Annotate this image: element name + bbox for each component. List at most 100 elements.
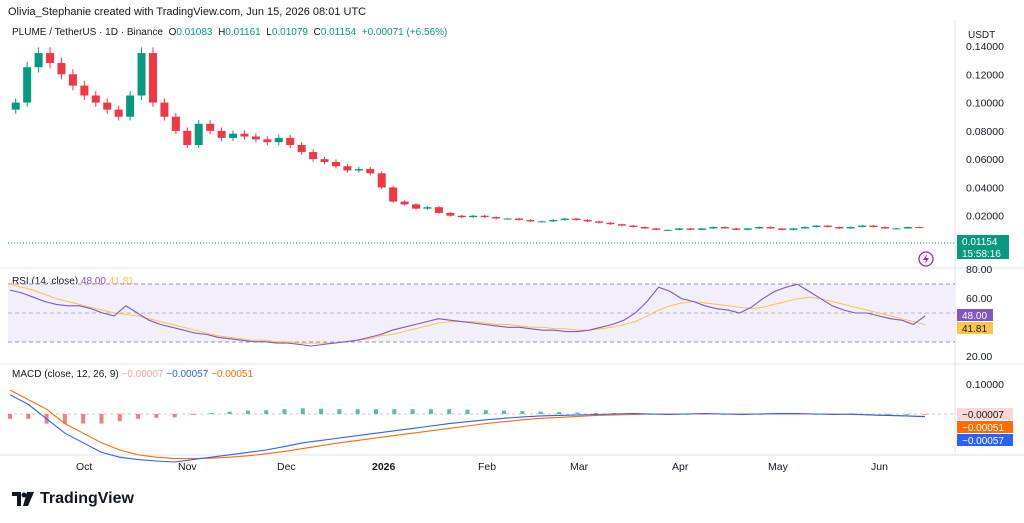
macd-histogram-bar	[8, 414, 12, 419]
macd-histogram-bar	[81, 414, 86, 424]
symbol-ohlc-bar: PLUME / TetherUS · 1D · Binance O0.01083…	[12, 27, 447, 38]
macd-histogram-bar	[410, 409, 415, 414]
rsi-value: 48.00	[80, 276, 106, 287]
time-label-feb: Feb	[478, 461, 496, 473]
candle-body	[800, 227, 809, 229]
lightning-icon[interactable]	[918, 251, 934, 267]
close-value: 0.01154	[320, 27, 357, 38]
candle-body	[377, 173, 386, 188]
price-tick: 0.06000	[966, 154, 1004, 166]
low-value: 0.01079	[271, 27, 308, 38]
candle-body	[423, 207, 432, 209]
last-price-text: 0.01154	[962, 237, 998, 248]
macd-histogram-bar	[557, 412, 561, 414]
candle-body	[446, 212, 455, 216]
candle-body	[595, 221, 604, 223]
macd-histogram-bar	[465, 409, 470, 414]
candle-body	[812, 225, 821, 228]
brand-logo[interactable]: TradingView	[12, 490, 134, 508]
price-tick: 0.08000	[966, 126, 1004, 138]
candle-body	[297, 145, 306, 153]
rsi-ma-tag-text: 41.81	[962, 324, 987, 335]
time-label-apr: Apr	[672, 461, 689, 473]
candle-body	[251, 136, 260, 140]
macd-line-tag-text: −0.00057	[962, 436, 1004, 447]
candle-body	[755, 227, 764, 229]
macd-histogram-bar	[355, 409, 360, 414]
candle-body	[46, 53, 55, 63]
candle-body	[457, 215, 466, 218]
macd-histogram-bar	[483, 410, 488, 414]
macd-line-value: −0.00057	[166, 369, 209, 380]
candle-body	[137, 53, 146, 96]
macd-line-tag	[957, 434, 1013, 446]
candle-body	[709, 227, 718, 229]
candle-body	[80, 85, 89, 96]
candle-body	[34, 53, 43, 68]
tradingview-logo-icon	[12, 492, 34, 506]
candle-body	[617, 224, 626, 226]
macd-histogram-bar	[99, 414, 104, 424]
macd-histogram-bar	[886, 414, 891, 415]
candle-body	[572, 218, 581, 220]
symbol-name[interactable]: PLUME / TetherUS · 1D · Binance	[12, 27, 163, 38]
lightning-icon-bolt	[923, 254, 929, 264]
candle-body	[869, 225, 878, 228]
candle-body	[789, 228, 798, 230]
candle-body	[343, 166, 352, 171]
candle-body	[583, 219, 592, 222]
macd-legend[interactable]: MACD (close, 12, 26, 9) −0.00007 −0.0005…	[12, 369, 253, 380]
candle-body	[274, 137, 283, 143]
rsi-lines-group	[9, 283, 926, 347]
macd-hist-tag-text: −0.00007	[962, 410, 1004, 421]
time-label-nov: Nov	[178, 461, 197, 473]
macd-histogram-bar	[502, 410, 507, 414]
macd-histogram-bar	[520, 411, 525, 414]
macd-histogram-bar	[374, 409, 378, 414]
candle-body	[206, 123, 215, 131]
candle-body	[675, 228, 684, 230]
rsi-title: RSI (14, close)	[12, 276, 79, 287]
macd-histogram-bar	[428, 409, 433, 414]
candle-body	[880, 227, 889, 229]
open-label: O	[168, 27, 177, 38]
open-value: 0.01083	[176, 27, 213, 38]
rsi-value-tag-text: 48.00	[962, 311, 987, 322]
countdown-text: 15:58:16	[962, 249, 1001, 260]
candle-body	[858, 225, 867, 228]
candle-body	[629, 225, 638, 228]
candle-body	[892, 228, 901, 230]
candle-body	[286, 137, 295, 145]
candle-body	[743, 228, 752, 230]
candle-body	[514, 218, 523, 220]
candle-body	[263, 139, 272, 143]
macd-histogram-bar	[154, 414, 159, 418]
macd-histogram-bar	[117, 414, 122, 422]
candle-body	[103, 102, 112, 110]
time-label-may: May	[768, 461, 789, 473]
macd-histogram-bar	[593, 413, 598, 414]
macd-histogram-bar	[26, 414, 31, 419]
candles-group	[11, 47, 924, 231]
candle-body	[560, 218, 569, 220]
author-line: Olivia_Stephanie created with TradingVie…	[8, 6, 367, 18]
candle-body	[537, 221, 546, 223]
candle-body	[915, 227, 924, 229]
macd-title: MACD (close, 12, 26, 9)	[12, 369, 119, 380]
rsi-legend[interactable]: RSI (14, close) 48.00 41.81	[12, 276, 134, 287]
macd-histogram-bar	[227, 411, 232, 414]
candle-body	[549, 219, 558, 222]
macd-histogram-bar	[245, 410, 250, 414]
candle-body	[720, 227, 729, 229]
candle-body	[766, 227, 775, 229]
price-unit: USDT	[968, 30, 996, 41]
high-value: 0.01161	[225, 27, 261, 38]
price-tick: 0.12000	[966, 69, 1004, 81]
countdown-tag	[957, 247, 1009, 259]
macd-hist-tag	[957, 408, 1013, 420]
price-tick: 0.04000	[966, 182, 1004, 194]
candle-body	[126, 95, 135, 117]
macd-histogram-bar	[337, 409, 342, 414]
macd-histogram-bar	[923, 414, 927, 415]
